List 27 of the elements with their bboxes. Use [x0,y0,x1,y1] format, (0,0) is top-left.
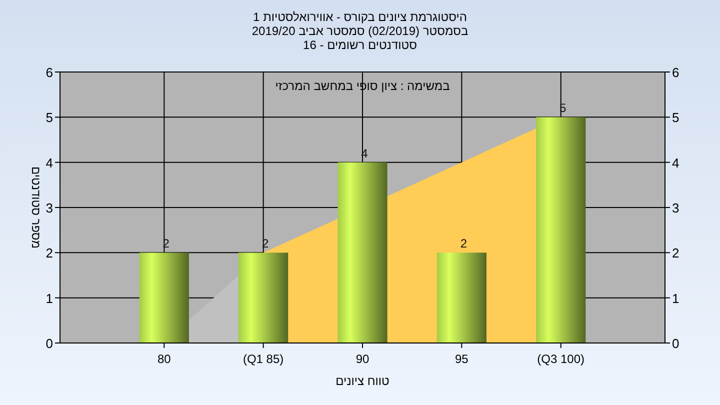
y2-tick-label: 1 [672,290,680,306]
y2-tick-label: 6 [672,65,680,80]
x-tick-label: 95 [455,352,469,366]
bar [436,252,486,343]
chart-subtitle: בסמסטר (02/2019) סמסטר אביב 2019/20 סטודנטים רשומים - 16 [252,24,468,52]
y-tick-label: 3 [46,200,53,216]
y2-tick-label: 5 [672,110,680,126]
y-tick-label: 6 [46,65,53,80]
data-label: 2 [460,236,468,251]
y2-tick-label: 4 [672,155,680,170]
y-axis-title: מספר סטודנטים [29,166,43,249]
bar [536,117,586,343]
x-axis-title: טווח ציונים [336,374,390,388]
x-tick-label: 80 [157,352,172,366]
chart-title: היסטוגרמת ציונים בקורס - אווירואלסטיות 1 [253,10,467,24]
y-tick-label: 5 [46,110,53,126]
y2-tick-label: 3 [672,200,680,216]
y2-tick-label: 2 [672,246,680,261]
y-tick-label: 0 [46,336,53,351]
y-tick-label: 2 [46,246,53,261]
y-tick-label: 1 [46,290,53,306]
y2-tick-label: 0 [672,336,680,351]
x-tick-label: (Q3 100) [537,352,585,366]
x-tick-label: 90 [356,352,370,366]
bar [338,162,388,343]
x-tick-label: (Q1 85) [242,352,284,366]
y-tick-label: 4 [46,155,53,170]
